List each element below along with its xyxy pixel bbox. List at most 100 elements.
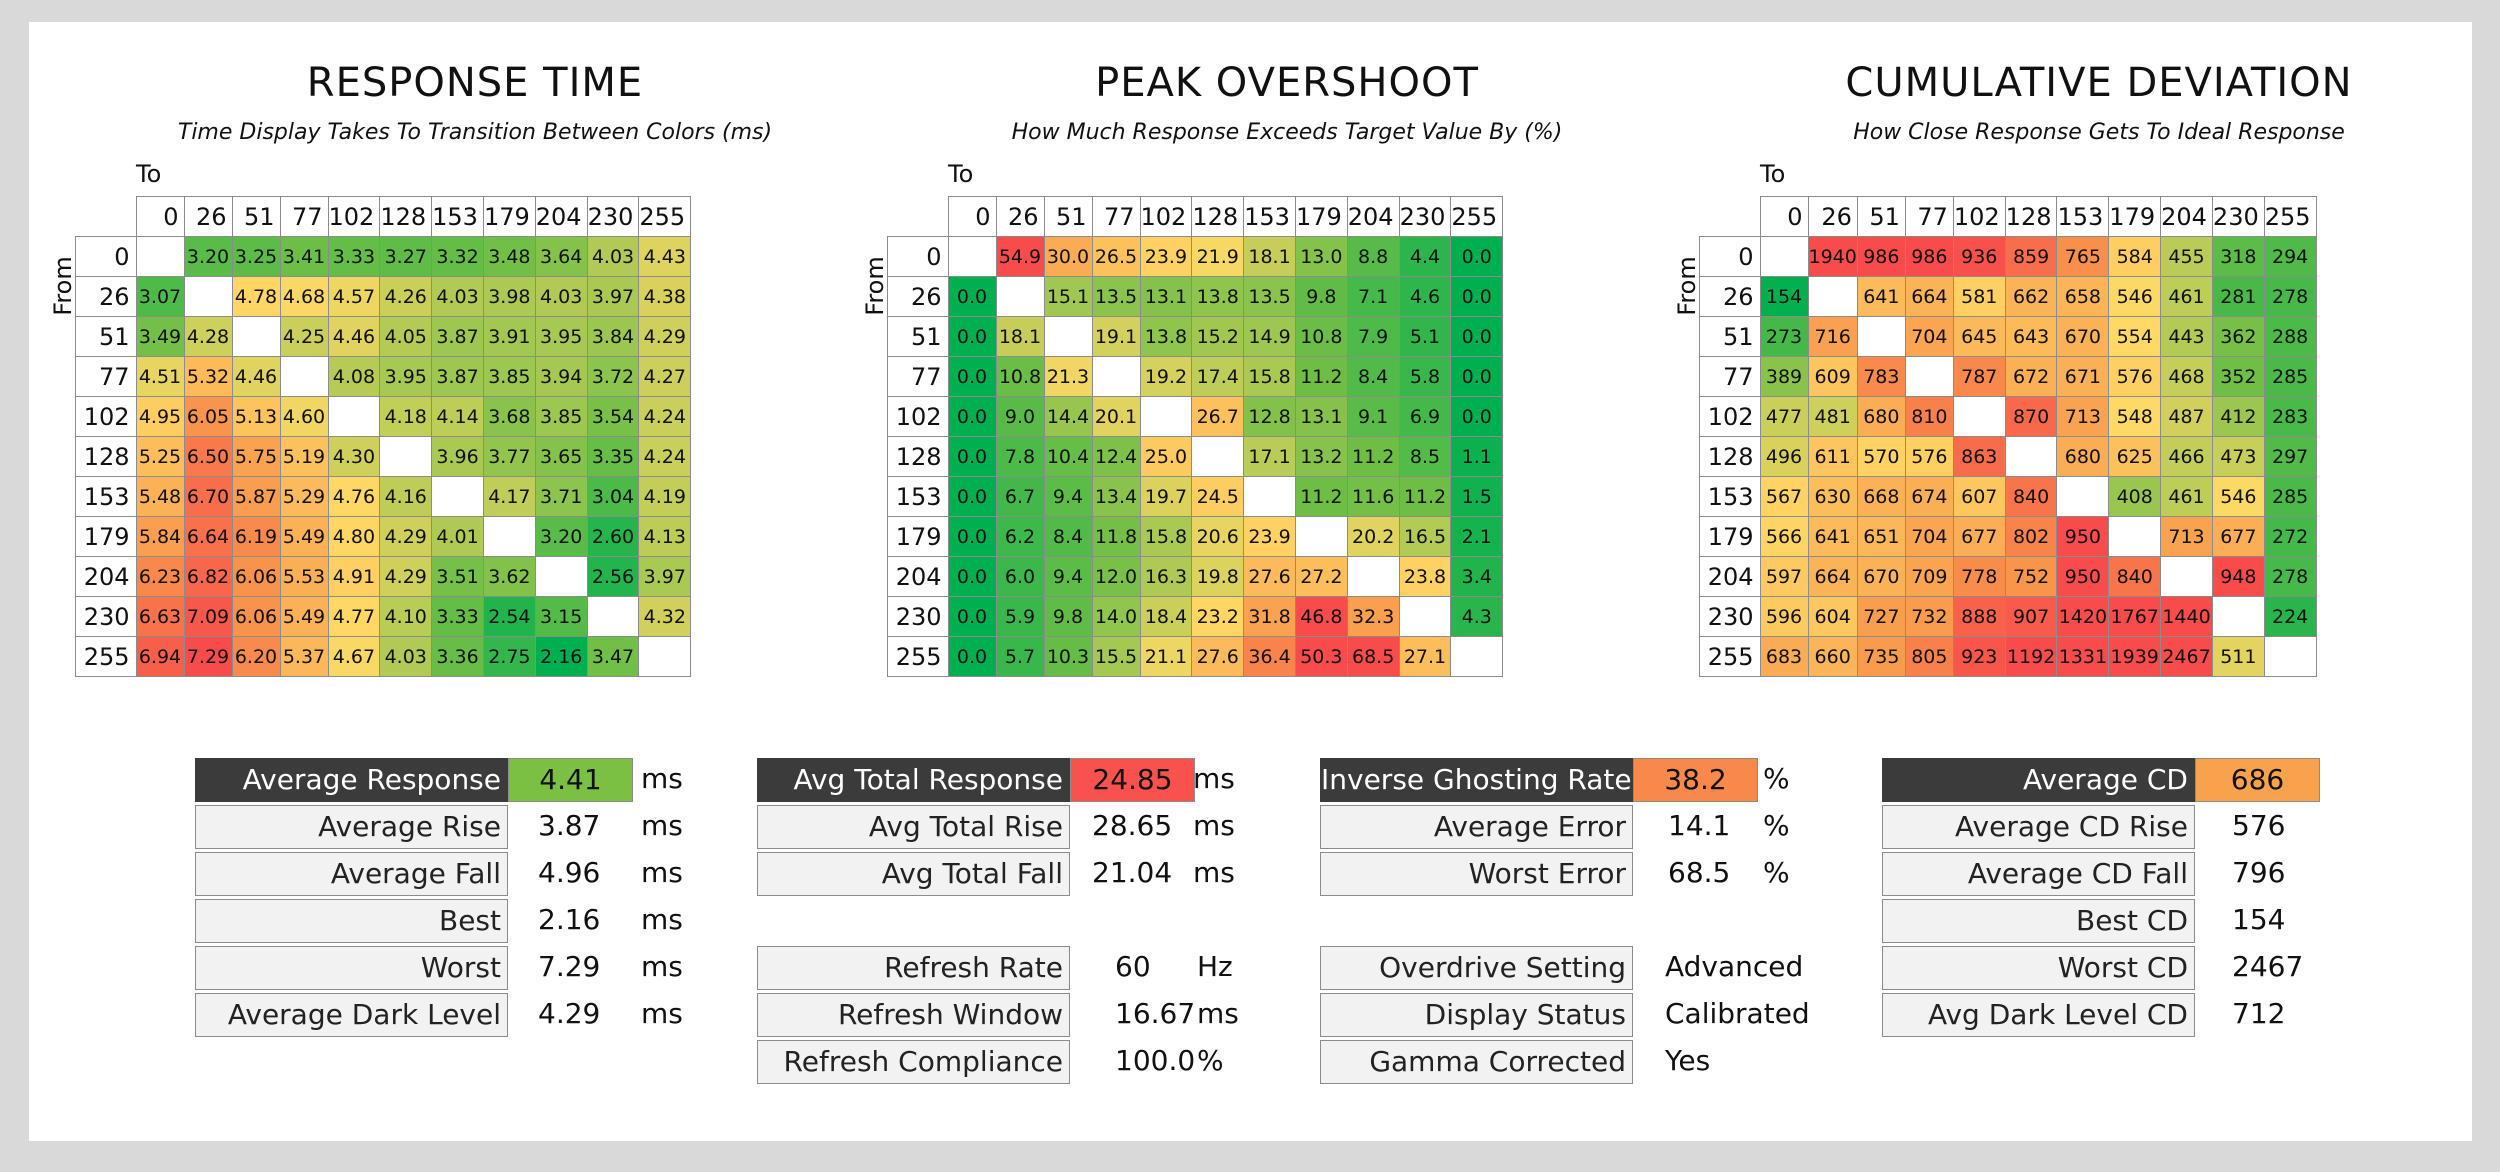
row-header: 153 [75, 476, 137, 517]
heatmap-cell: 4.51 [135, 356, 185, 397]
row-header: 77 [75, 356, 137, 397]
heatmap-cell [1043, 316, 1093, 357]
cumulative-deviation-heatmap: 0 26 51 77 102 128 153 179 204 230 255 0 1940 986 986 9… [1699, 196, 2317, 677]
heatmap-cell: 683 [1759, 636, 1809, 677]
heatmap-cell: 27.6 [1191, 636, 1245, 677]
stat-label: Refresh Window [757, 993, 1070, 1037]
heatmap-cell: 7.1 [1346, 276, 1400, 317]
heatmap-cell: 4.30 [327, 436, 381, 477]
heatmap-cell: 709 [1904, 556, 1954, 597]
heatmap-cell: 4.6 [1398, 276, 1452, 317]
heatmap-cell: 4.19 [638, 476, 692, 517]
heatmap-cell: 3.4 [1450, 556, 1504, 597]
heatmap-cell [586, 596, 640, 637]
heatmap-cell: 2.60 [586, 516, 640, 557]
stat-label: Average Response [195, 758, 508, 802]
heatmap-cell: 23.8 [1398, 556, 1452, 597]
heatmap-cell: 278 [2263, 276, 2317, 317]
heatmap-cell: 9.8 [1043, 596, 1093, 637]
heatmap-cell: 13.1 [1294, 396, 1348, 437]
heatmap-cell [1091, 356, 1141, 397]
heatmap-cell [1243, 476, 1296, 517]
stat-unit: ms [1193, 809, 1235, 842]
heatmap-cell: 3.49 [135, 316, 185, 357]
heatmap-cell: 5.37 [279, 636, 329, 677]
heatmap-cell: 12.4 [1091, 436, 1141, 477]
heatmap-cell: 3.35 [586, 436, 640, 477]
heatmap-cell: 936 [1952, 236, 2006, 277]
heatmap-cell: 4.76 [327, 476, 381, 517]
stat-unit: ms [641, 809, 683, 842]
heatmap-cell: 5.53 [279, 556, 329, 597]
stat-value: 24.85 [1070, 758, 1195, 802]
heatmap-cell: 658 [2056, 276, 2110, 317]
heatmap-cell: 6.9 [1398, 396, 1452, 437]
heatmap-cell: 735 [1856, 636, 1906, 677]
heatmap-cell: 477 [1759, 396, 1809, 437]
heatmap-cell [1856, 316, 1906, 357]
heatmap-cell: 15.8 [1139, 516, 1193, 557]
heatmap-cell: 6.0 [995, 556, 1045, 597]
heatmap-cell: 352 [2211, 356, 2265, 397]
heatmap-cell: 9.8 [1294, 276, 1348, 317]
heatmap-cell: 0.0 [947, 396, 997, 437]
heatmap-cell: 4.32 [638, 596, 692, 637]
heatmap-cell: 0.0 [947, 436, 997, 477]
heatmap-cell: 752 [2004, 556, 2058, 597]
heatmap-cell: 8.5 [1398, 436, 1452, 477]
stat-value: Advanced [1665, 950, 1804, 983]
heatmap-cell: 5.13 [231, 396, 281, 437]
heatmap-cell: 54.9 [995, 236, 1045, 277]
heatmap-cell: 3.95 [534, 316, 588, 357]
stat-label: Average Dark Level [195, 993, 508, 1037]
heatmap-cell: 4.28 [183, 316, 233, 357]
row-header: 0 [75, 236, 137, 277]
stat-label: Worst [195, 946, 508, 990]
heatmap-cell: 443 [2160, 316, 2213, 357]
heatmap-cell: 5.1 [1398, 316, 1452, 357]
heatmap-cell: 13.1 [1139, 276, 1193, 317]
row-header: 0 [887, 236, 949, 277]
heatmap-cell: 3.65 [534, 436, 588, 477]
heatmap-cell: 668 [1856, 476, 1906, 517]
row-header: 77 [1699, 356, 1761, 397]
heatmap-cell: 713 [2056, 396, 2110, 437]
heatmap-cell: 46.8 [1294, 596, 1348, 637]
heatmap-cell: 20.2 [1346, 516, 1400, 557]
heatmap-cell [1952, 396, 2006, 437]
heatmap-cell: 6.82 [183, 556, 233, 597]
heatmap-cell: 907 [2004, 596, 2058, 637]
heatmap-cell: 3.71 [534, 476, 588, 517]
heatmap-cell: 584 [2108, 236, 2162, 277]
stat-unit: ms [1193, 762, 1235, 795]
stat-label: Worst Error [1320, 852, 1633, 896]
heatmap-cell: 805 [1904, 636, 1954, 677]
stat-value: 100.0 [1115, 1044, 1196, 1077]
heatmap-cell: 662 [2004, 276, 2058, 317]
column-header: 153 [431, 196, 484, 237]
heatmap-cell: 4.29 [379, 516, 433, 557]
stat-unit: % [1763, 762, 1790, 795]
heatmap-cell: 0.0 [1450, 356, 1504, 397]
heatmap-cell: 4.18 [379, 396, 433, 437]
heatmap-cell: 597 [1759, 556, 1809, 597]
heatmap-cell: 0.0 [947, 356, 997, 397]
heatmap-cell: 630 [1807, 476, 1858, 517]
heatmap-cell: 713 [2160, 516, 2213, 557]
column-header: 204 [1346, 196, 1400, 237]
heatmap-cell: 10.8 [1294, 316, 1348, 357]
heatmap-cell: 4.26 [379, 276, 433, 317]
heatmap-cell: 4.24 [638, 436, 692, 477]
heatmap-cell: 11.6 [1346, 476, 1400, 517]
heatmap-cell: 4.4 [1398, 236, 1452, 277]
column-header: 26 [995, 196, 1045, 237]
response-time-title: RESPONSE TIME [306, 60, 644, 106]
heatmap-cell: 487 [2160, 396, 2213, 437]
stat-label: Inverse Ghosting Rate [1320, 758, 1633, 802]
row-header: 51 [887, 316, 949, 357]
stat-value: 686 [2195, 758, 2320, 802]
row-header: 51 [1699, 316, 1761, 357]
stat-unit: % [1763, 809, 1790, 842]
stat-value: 7.29 [538, 950, 601, 983]
heatmap-cell: 546 [2211, 476, 2265, 517]
